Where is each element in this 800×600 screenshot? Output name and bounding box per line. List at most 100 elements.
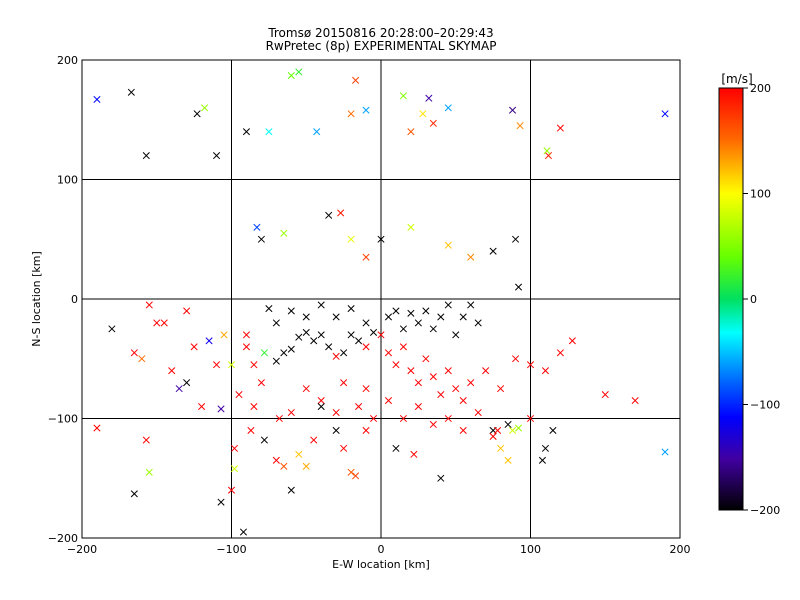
data-point <box>568 337 576 345</box>
data-point <box>384 349 393 357</box>
data-point <box>313 128 321 136</box>
data-point <box>541 444 550 452</box>
data-point <box>399 92 407 100</box>
data-point <box>556 349 564 357</box>
data-point <box>556 124 564 132</box>
data-point <box>265 305 273 313</box>
data-point <box>183 307 191 315</box>
data-point <box>631 397 639 405</box>
data-point <box>287 71 295 80</box>
data-point <box>217 498 225 506</box>
data-point <box>467 379 475 387</box>
data-point <box>145 468 153 476</box>
data-point <box>407 309 415 317</box>
y-tick-label-2: 0 <box>71 293 78 306</box>
data-point <box>205 337 213 345</box>
data-point <box>407 367 415 375</box>
data-point <box>247 426 255 435</box>
data-point <box>337 209 345 217</box>
data-point <box>287 408 295 417</box>
data-point <box>543 147 551 155</box>
data-point <box>541 367 550 375</box>
data-point <box>347 305 355 313</box>
data-point <box>414 379 422 387</box>
data-point <box>544 152 552 160</box>
data-point <box>332 426 340 435</box>
data-point <box>419 110 427 118</box>
colorbar-tick-label-4: −200 <box>750 504 780 517</box>
data-point <box>239 528 248 536</box>
data-point <box>142 152 150 160</box>
chart-subtitle: RwPretec (8p) EXPERIMENTAL SKYMAP <box>266 39 497 53</box>
data-point <box>160 319 168 327</box>
data-point <box>138 355 146 363</box>
data-point <box>497 444 505 452</box>
data-point <box>661 110 669 118</box>
data-point <box>399 325 407 333</box>
data-point <box>362 253 370 261</box>
data-point <box>474 319 482 327</box>
data-point <box>317 402 325 411</box>
data-point <box>193 110 201 118</box>
data-point <box>514 424 523 432</box>
data-point <box>130 490 138 498</box>
data-point <box>242 128 251 136</box>
colorbar-tick-label-2: 0 <box>750 293 757 306</box>
data-point <box>504 456 512 464</box>
data-point <box>437 391 445 399</box>
x-axis-label: E-W location [km] <box>332 558 430 571</box>
data-point <box>459 397 467 405</box>
data-point <box>325 211 333 219</box>
colorbar-tick-label-3: −100 <box>750 399 780 412</box>
data-point <box>538 456 547 464</box>
data-point <box>242 343 251 351</box>
colorbar-ticks: 200 100 0 −100 −200 <box>743 82 780 517</box>
data-point <box>377 331 385 339</box>
data-point <box>253 223 261 231</box>
data-point <box>145 301 153 309</box>
data-point <box>392 361 400 369</box>
data-point <box>661 448 669 456</box>
x-tick-label-4: 200 <box>670 543 691 556</box>
data-point <box>317 301 325 309</box>
data-point <box>287 345 295 353</box>
data-point <box>332 408 340 417</box>
data-point <box>437 313 445 321</box>
data-point <box>257 235 265 243</box>
data-point <box>444 414 452 423</box>
data-point <box>511 235 520 243</box>
data-point <box>422 355 430 363</box>
data-point <box>212 152 221 160</box>
data-point <box>183 379 191 387</box>
data-point <box>347 468 355 476</box>
data-point <box>429 420 437 429</box>
data-point <box>340 444 348 452</box>
data-point <box>275 414 283 423</box>
data-point <box>260 349 268 357</box>
data-point <box>280 229 288 237</box>
data-point <box>168 367 176 375</box>
data-point <box>153 319 161 327</box>
data-point <box>220 331 228 339</box>
data-point <box>93 424 101 432</box>
data-point <box>242 331 251 339</box>
y-tick-label-0: −200 <box>48 532 78 545</box>
data-point <box>407 223 415 231</box>
data-point <box>230 465 239 473</box>
data-point <box>287 486 295 494</box>
data-point <box>217 405 225 413</box>
data-point <box>227 361 236 369</box>
data-point <box>272 456 280 464</box>
x-tick-label-1: −100 <box>216 543 246 556</box>
data-point <box>302 462 310 470</box>
data-point <box>295 333 303 341</box>
data-point <box>437 474 445 482</box>
data-point <box>410 450 418 458</box>
data-point <box>511 355 520 363</box>
data-point <box>429 373 437 381</box>
data-point <box>287 307 295 315</box>
data-point <box>325 343 333 351</box>
data-point <box>352 472 360 480</box>
data-point <box>429 325 437 333</box>
data-point <box>452 331 460 339</box>
